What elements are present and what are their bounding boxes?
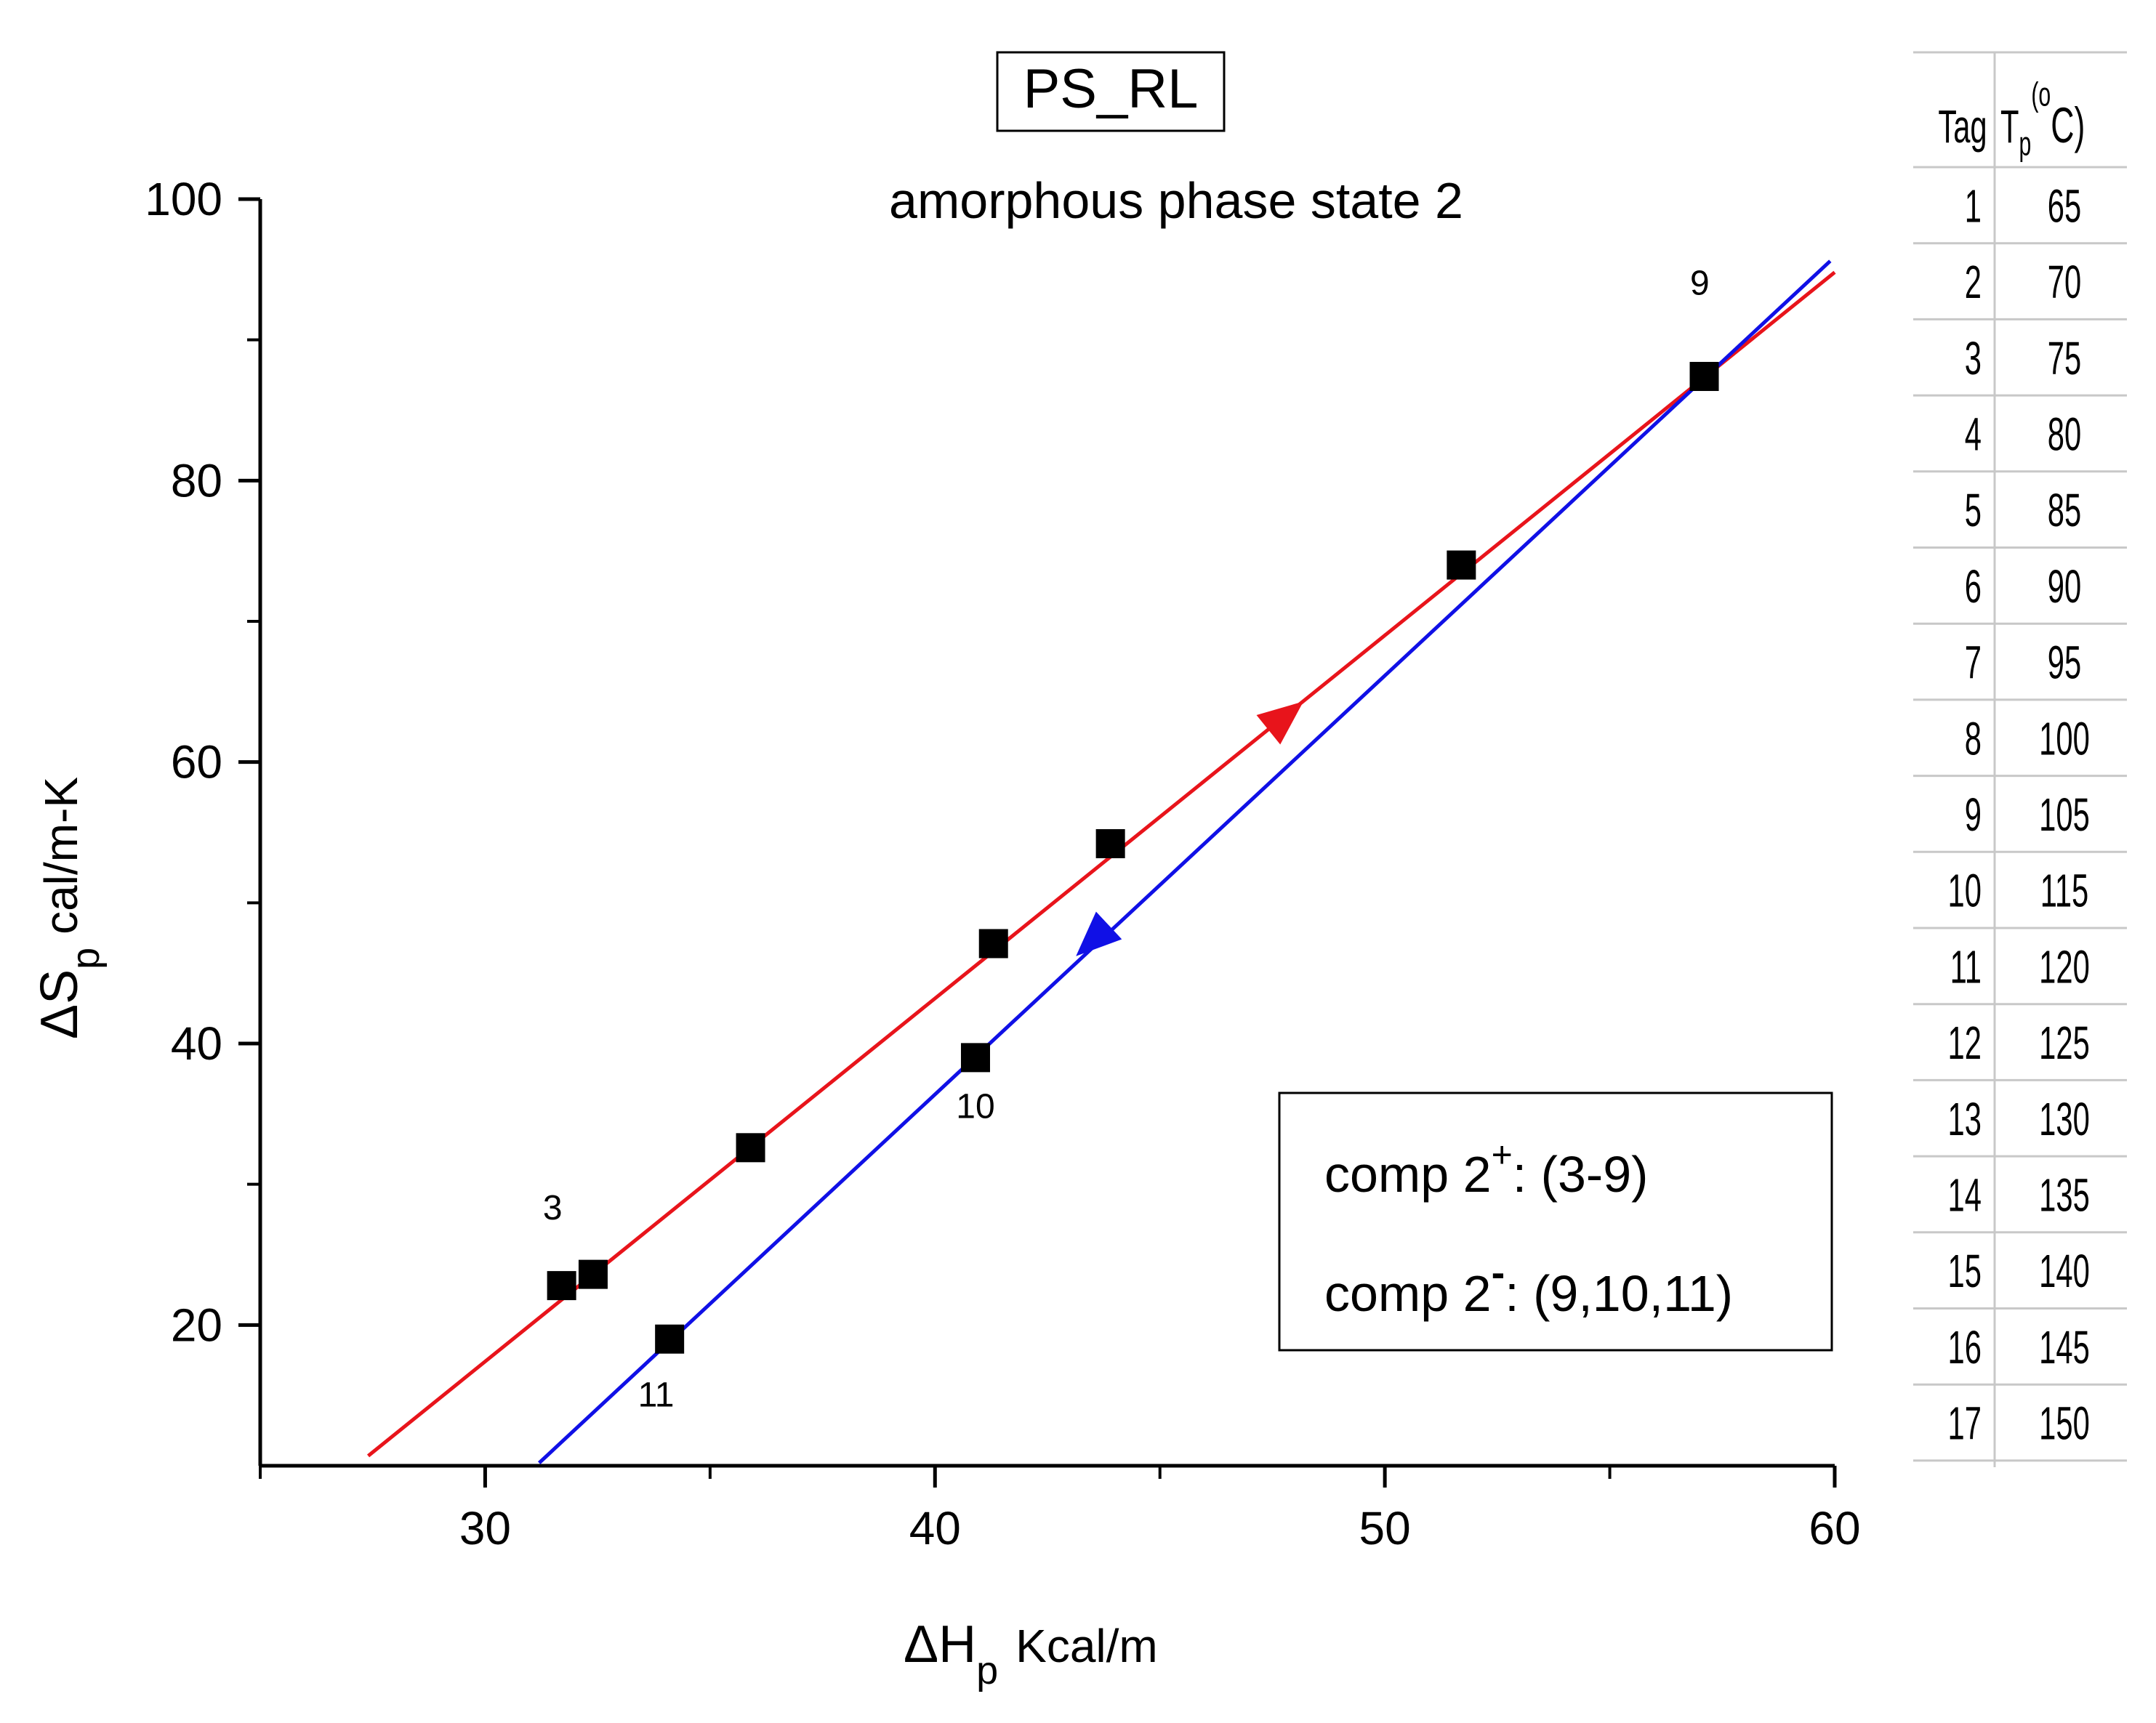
x-tick-label: 30 <box>459 1502 511 1554</box>
legend-entry-1-pre: comp 2 <box>1324 1146 1492 1203</box>
table-cell-tag: 17 <box>1948 1398 1982 1450</box>
legend-entry-1: comp 2+: (3-9) <box>1324 1134 1648 1203</box>
table-cell-tp: 125 <box>2039 1017 2090 1069</box>
table-cell-tp: 135 <box>2039 1170 2090 1222</box>
data-point <box>1095 828 1125 858</box>
table-cell-tag: 6 <box>1965 561 1982 613</box>
data-point <box>578 1259 608 1289</box>
data-point <box>1689 362 1719 392</box>
y-axis-label-sub: p <box>64 948 108 969</box>
table-cell-tp: 115 <box>2040 865 2089 917</box>
y-axis-label-main: ΔS <box>31 969 89 1039</box>
data-point <box>960 1043 990 1073</box>
table-cell-tag: 12 <box>1948 1017 1982 1069</box>
x-axis-label: ΔHp Kcal/m <box>904 1615 1158 1692</box>
table-cell-tag: 5 <box>1965 485 1982 536</box>
table-cell-tag: 1 <box>1965 181 1982 233</box>
title-box <box>996 51 1226 132</box>
temperature-table: Tag Tp (oC) 1 65 2 70 3 75 4 80 5 85 6 90 7 95 8 100 9 105… <box>1913 51 2127 1467</box>
point-label: 10 <box>956 1088 994 1126</box>
table-cell-tag: 15 <box>1948 1246 1982 1297</box>
x-axis-label-unit: Kcal/m <box>1015 1620 1158 1672</box>
x-tick-label: 50 <box>1359 1502 1411 1554</box>
point-label: 3 <box>543 1189 563 1227</box>
table-cell-tp: 70 <box>2048 257 2081 308</box>
table-cell-tp: 90 <box>2048 561 2081 613</box>
y-tick-label: 100 <box>145 173 222 225</box>
data-points <box>547 362 1719 1354</box>
table-cell-tp: 100 <box>2039 713 2090 764</box>
table-cell-tp: 150 <box>2039 1398 2090 1450</box>
table-cell-tp: 145 <box>2039 1322 2090 1373</box>
data-point <box>736 1133 765 1163</box>
table-cell-tp: 80 <box>2048 409 2081 461</box>
table-header-tp-main: T <box>2000 101 2019 153</box>
legend-entry-2-post: : (9,10,11) <box>1505 1265 1733 1322</box>
y-ticks: 20 40 60 80 100 <box>145 173 260 1351</box>
table-header-tp-sub: p <box>2019 126 2032 163</box>
fit-line-2 <box>537 259 1832 1464</box>
fit-lines <box>366 259 1836 1464</box>
point-label: 11 <box>638 1376 675 1415</box>
table-cell-tag: 9 <box>1965 789 1982 841</box>
legend-entry-2: comp 2-: (9,10,11) <box>1324 1249 1733 1322</box>
x-ticks: 30 40 50 60 <box>259 1466 1861 1554</box>
y-tick-label: 60 <box>171 736 222 788</box>
table-cell-tag: 16 <box>1948 1322 1982 1373</box>
y-axis-label: ΔSp cal/m-K <box>31 777 108 1039</box>
chart-title: PS_RL <box>1023 58 1199 120</box>
y-tick-label: 20 <box>171 1299 222 1351</box>
table-cell-tag: 10 <box>1948 865 1982 917</box>
x-axis-label-main: ΔH <box>904 1615 976 1674</box>
table-header-tp: Tp (oC) <box>2000 76 2085 163</box>
legend: comp 2+: (3-9) comp 2-: (9,10,11) <box>1278 1091 1833 1352</box>
table-cell-tp: 65 <box>2048 181 2081 233</box>
table-cell-tag: 2 <box>1965 257 1982 308</box>
table-cell-tag: 14 <box>1948 1170 1982 1222</box>
legend-entry-2-pre: comp 2 <box>1324 1265 1492 1322</box>
table-cell-tag: 8 <box>1965 713 1982 764</box>
y-tick-label: 80 <box>171 454 222 507</box>
legend-entry-2-sup: - <box>1492 1249 1505 1295</box>
data-point <box>547 1271 576 1301</box>
table-header-tp-sup: o <box>2038 76 2051 113</box>
table-cell-tag: 13 <box>1948 1094 1982 1145</box>
y-axis-label-unit: cal/m-K <box>35 777 87 935</box>
chart-subtitle: amorphous phase state 2 <box>889 172 1463 229</box>
table-cell-tp: 140 <box>2039 1246 2090 1297</box>
table-cell-tp: 105 <box>2039 789 2090 841</box>
legend-entry-1-sup: + <box>1492 1134 1513 1175</box>
table-cell-tp: 130 <box>2039 1094 2090 1145</box>
fit-line-1 <box>366 270 1836 1458</box>
data-point <box>978 929 1008 959</box>
table-cell-tag: 4 <box>1965 409 1982 461</box>
y-tick-label: 40 <box>171 1017 222 1070</box>
legend-entry-1-post: : (3-9) <box>1513 1146 1649 1203</box>
x-tick-label: 40 <box>909 1502 961 1554</box>
data-point <box>1447 550 1476 580</box>
data-point <box>655 1324 685 1354</box>
x-tick-label: 60 <box>1809 1502 1860 1554</box>
table-cell-tag: 7 <box>1965 637 1982 689</box>
point-label: 9 <box>1690 265 1710 303</box>
point-labels: 3 9 10 11 <box>543 265 1710 1415</box>
fit-line-1-arrow <box>1256 701 1304 745</box>
fit-line-2-arrow <box>1076 911 1122 956</box>
table-header-tag: Tag <box>1938 101 1987 153</box>
legend-box <box>1278 1091 1833 1352</box>
table-cell-tp: 95 <box>2048 637 2081 689</box>
table-cell-tp: 85 <box>2048 485 2081 536</box>
table-rows: 1 65 2 70 3 75 4 80 5 85 6 90 7 95 8 100 9 105 10 115 11 120 1… <box>1913 166 2127 1462</box>
x-axis-label-sub: p <box>976 1649 998 1692</box>
table-header-tp-paren: ( <box>2031 76 2038 113</box>
table-cell-tag: 3 <box>1965 333 1982 384</box>
table-cell-tp: 120 <box>2039 942 2090 993</box>
table-cell-tag: 11 <box>1950 942 1982 993</box>
table-cell-tp: 75 <box>2048 333 2081 384</box>
table-header-tp-unit: C) <box>2051 99 2085 154</box>
axes <box>258 199 1835 1468</box>
